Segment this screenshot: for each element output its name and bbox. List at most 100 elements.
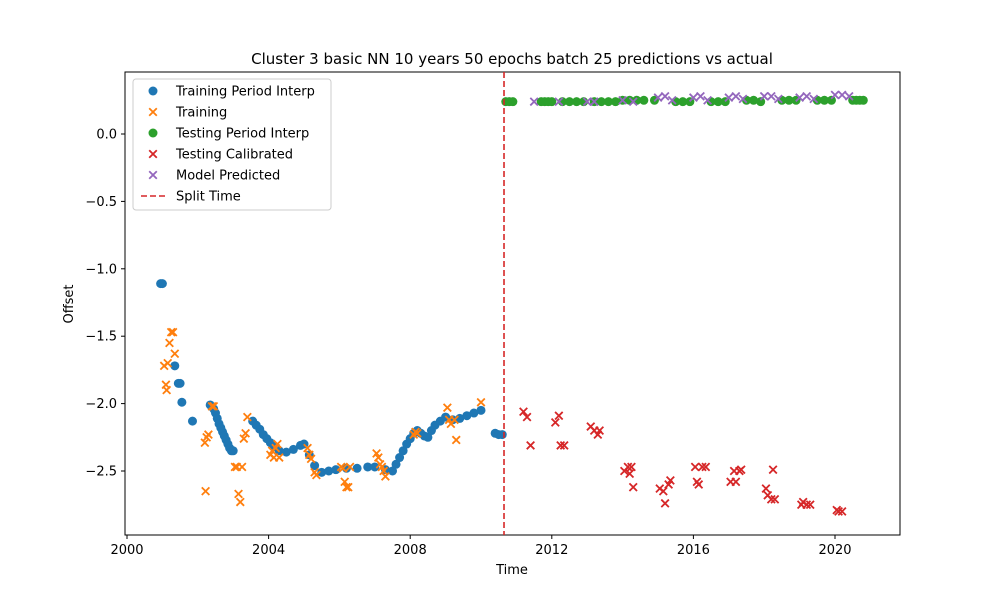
training-period-interp-point (497, 430, 507, 440)
testing-period-interp-point (826, 95, 836, 105)
y-tick-label: −2.0 (85, 397, 117, 412)
training-point (343, 482, 353, 492)
training-period-interp-point (187, 416, 197, 426)
legend-label: Training Period Interp (175, 85, 315, 100)
x-tick-label: 2012 (535, 543, 568, 558)
testing-calibrated-point (690, 462, 700, 472)
series-training-period-interp (156, 279, 507, 477)
x-tick-label: 2004 (252, 543, 285, 558)
testing-calibrated-point (627, 462, 636, 472)
training-point (345, 462, 355, 472)
testing-calibrated-point (526, 440, 535, 450)
model-predicted-point (618, 95, 628, 105)
training-period-interp-point (157, 279, 167, 289)
testing-calibrated-point (805, 500, 815, 510)
training-point (203, 430, 213, 440)
y-tick-label: −1.0 (85, 262, 117, 277)
training-point (201, 486, 211, 496)
model-predicted-point (653, 93, 663, 103)
testing-calibrated-point (554, 411, 564, 421)
training-point (442, 403, 452, 413)
legend-marker (148, 128, 158, 138)
testing-calibrated-point (556, 440, 566, 450)
testing-calibrated-point (625, 469, 635, 479)
x-axis: 2000 2004 2008 2012 2016 2020 (110, 535, 852, 558)
training-point (306, 454, 316, 464)
training-period-interp-point (170, 361, 180, 371)
plot-area (124, 71, 901, 536)
model-predicted-point (660, 91, 670, 101)
training-point (303, 443, 312, 453)
legend-label: Model Predicted (176, 169, 280, 184)
training-point (476, 397, 486, 407)
legend-item-training: Training (148, 106, 227, 121)
testing-period-interp-point (713, 97, 723, 107)
legend: Training Period Interp Training Testing Pe… (132, 78, 332, 211)
training-period-interp-point (317, 467, 327, 477)
testing-period-interp-point (678, 97, 688, 107)
series-model-predicted (529, 90, 854, 107)
testing-calibrated-point (559, 440, 569, 450)
training-point (166, 327, 176, 337)
training-point (380, 471, 390, 481)
model-predicted-point (773, 94, 783, 104)
model-predicted-point (703, 95, 712, 105)
model-predicted-point (766, 91, 776, 101)
y-axis: 0.0 −0.5 −1.0 −1.5 −2.0 −2.5 (85, 128, 125, 480)
testing-calibrated-point (736, 465, 746, 475)
series-group (156, 90, 868, 516)
training-period-interp-point (469, 408, 479, 418)
training-point (162, 385, 172, 395)
x-axis-label: Time (495, 563, 528, 578)
training-point (273, 439, 282, 449)
testing-period-interp-point (784, 95, 794, 105)
legend-marker (148, 107, 158, 117)
series-testing-calibrated (519, 407, 847, 516)
testing-calibrated-point (701, 462, 711, 472)
testing-period-interp-point (756, 97, 766, 107)
y-axis-label: Offset (62, 284, 77, 323)
x-tick-label: 2020 (818, 543, 851, 558)
training-period-interp-point (331, 465, 341, 475)
training-point (274, 453, 284, 462)
testing-calibrated-point (595, 426, 605, 435)
training-period-interp-point (281, 447, 291, 457)
legend-label: Testing Period Interp (175, 127, 309, 142)
training-point (237, 462, 247, 472)
model-predicted-point (731, 91, 741, 101)
testing-calibrated-point (766, 494, 776, 504)
training-point (450, 415, 459, 425)
training-point (412, 428, 422, 438)
testing-period-interp-point (565, 97, 574, 107)
testing-calibrated-point (658, 486, 668, 496)
training-period-interp-point (476, 405, 486, 415)
model-predicted-point (759, 91, 769, 101)
training-point (165, 338, 174, 348)
legend-box (132, 78, 332, 211)
training-point (230, 462, 240, 472)
testing-calibrated-point (519, 407, 528, 417)
chart-title: Cluster 3 basic NN 10 years 50 epochs ba… (251, 50, 773, 68)
x-tick-label: 2000 (110, 543, 143, 558)
training-point (338, 463, 348, 473)
model-predicted-point (844, 91, 854, 101)
training-point (340, 477, 350, 487)
testing-period-interp-point (639, 95, 649, 105)
testing-period-interp-point (858, 95, 868, 105)
training-period-interp-point (310, 461, 320, 471)
legend-marker (148, 170, 158, 180)
training-period-interp-point (395, 453, 405, 463)
testing-period-interp-point (819, 95, 829, 105)
training-period-interp-point (363, 462, 373, 472)
testing-calibrated-point (770, 494, 780, 504)
model-predicted-point (802, 91, 812, 101)
legend-marker (148, 86, 158, 96)
legend-label: Training (175, 106, 227, 121)
model-predicted-point (529, 97, 539, 107)
legend-label: Split Time (176, 190, 241, 205)
training-period-interp-point (288, 444, 298, 454)
testing-period-interp-point (596, 97, 606, 107)
model-predicted-point (795, 93, 805, 103)
y-tick-label: −1.5 (85, 330, 117, 345)
